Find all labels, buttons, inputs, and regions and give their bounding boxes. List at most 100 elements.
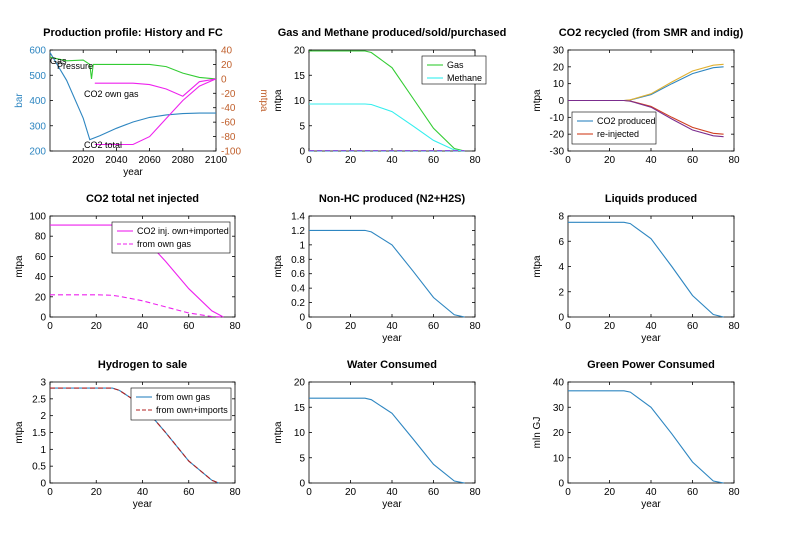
y-tick-label: 0.6 [291,269,305,280]
x-axis-label: year [641,333,661,344]
x-tick-label: 80 [469,155,481,166]
chart-title: Gas and Methane produced/sold/purchased [278,27,507,39]
y-axis-label: mtpa [532,255,543,278]
y-tick-label: 8 [558,212,564,223]
y-tick-label: 0.5 [32,462,46,473]
y-tick-label: -10 [550,113,565,124]
series-line-methane [309,103,465,152]
legend-box [130,387,232,421]
legend: Gas Methane [421,55,487,85]
y-tick-label: 2 [40,411,46,422]
plot-area [308,215,476,318]
x-axis-label: year [641,499,661,510]
y-axis-label: mln GJ [532,417,543,449]
plot-area [567,215,735,318]
x-tick-label: 2080 [172,155,195,166]
x-tick-label: 2060 [138,155,161,166]
y-tick-label: 30 [553,46,565,57]
chart-panel-4: Non-HC produced (N2+H2S) 0 20 40 60 80 0 0.2 0.4… [273,193,481,344]
y-tick-label: 5 [299,121,305,132]
y-axis-label: bar [14,93,25,108]
y-axis-label: mtpa [14,255,25,278]
y-tick-label: 30 [553,403,565,414]
legend-label: re-injected [597,129,639,139]
y-tick-label: 20 [553,62,565,73]
x-tick-label: 20 [345,487,357,498]
x-tick-label: 80 [728,321,740,332]
legend-label: from own+imports [156,405,228,415]
x-tick-label: 20 [345,321,357,332]
y-right-tick-label: -80 [221,132,236,143]
y-tick-label: 200 [29,147,46,158]
series-line-co2-total [94,78,217,146]
y-tick-label: 1.2 [291,226,305,237]
y-right-axis-label: mtpa [258,89,269,112]
x-tick-label: 20 [604,155,616,166]
chart-title: CO2 recycled (from SMR and indig) [559,27,744,39]
series-line-gas [49,56,217,80]
series-line-co2-own-gas [94,78,217,97]
annotation: CO2 total [84,140,122,150]
y-tick-label: 40 [553,378,565,389]
annotation: Pressure [57,61,93,71]
chart-panel-3: CO2 total net injected 0 20 40 60 80 0 20 40 60 80… [14,193,241,332]
x-tick-label: 60 [687,321,699,332]
y-tick-label: 1 [299,240,305,251]
chart-panel-5: Liquids produced 0 20 40 60 80 0 2 4 6 8 year mtpa [532,193,740,344]
x-tick-label: 40 [137,487,149,498]
x-tick-label: 40 [137,321,149,332]
x-tick-label: 2040 [105,155,128,166]
x-tick-label: 60 [428,487,440,498]
y-right-tick-label: -100 [221,147,241,158]
y-tick-label: 0.8 [291,255,305,266]
plot-area [49,49,217,152]
y-tick-label: 6 [558,237,564,248]
y-tick-label: 1.5 [32,428,46,439]
chart-title: Non-HC produced (N2+H2S) [319,193,466,205]
x-tick-label: 60 [183,321,195,332]
y-tick-label: 0 [558,96,564,107]
x-tick-label: 80 [728,487,740,498]
legend-label: CO2 produced [597,116,656,126]
x-tick-label: 80 [728,155,740,166]
x-tick-label: 60 [687,487,699,498]
y-tick-label: 60 [35,252,47,263]
y-tick-label: 15 [294,403,306,414]
x-tick-label: 80 [469,321,481,332]
legend: CO2 inj. own+imported from own gas [111,221,231,254]
x-tick-label: 40 [386,155,398,166]
x-tick-label: 40 [645,155,657,166]
y-tick-label: 600 [29,46,46,57]
y-tick-label: 0 [558,479,564,490]
y-tick-label: 15 [294,71,306,82]
x-tick-label: 0 [565,487,571,498]
chart-title: Liquids produced [605,193,697,205]
x-axis-label: year [133,499,153,510]
plot-area [308,381,476,484]
y-axis-label: mtpa [273,421,284,444]
y-tick-label: -30 [550,147,565,158]
y-tick-label: 0 [299,147,305,158]
y-tick-label: 0 [40,479,46,490]
x-tick-label: 60 [428,321,440,332]
x-tick-label: 0 [47,487,53,498]
legend-box [111,221,231,254]
legend-box [571,111,657,145]
x-tick-label: 20 [91,321,103,332]
x-tick-label: 40 [645,321,657,332]
chart-panel-7: Water Consumed 0 20 40 60 80 0 5 10 15 20 year mtpa [273,359,481,510]
y-tick-label: 80 [35,232,47,243]
y-tick-label: 1 [40,445,46,456]
y-tick-label: 2 [558,287,564,298]
y-tick-label: 0 [299,479,305,490]
x-tick-label: 2100 [205,155,228,166]
legend-box [421,55,487,85]
x-tick-label: 60 [183,487,195,498]
series-line-unnamed-0 [568,221,724,318]
chart-panel-1: Gas and Methane produced/sold/purchased 0… [273,27,506,166]
y-tick-label: 0 [299,313,305,324]
y-tick-label: 2.5 [32,394,46,405]
